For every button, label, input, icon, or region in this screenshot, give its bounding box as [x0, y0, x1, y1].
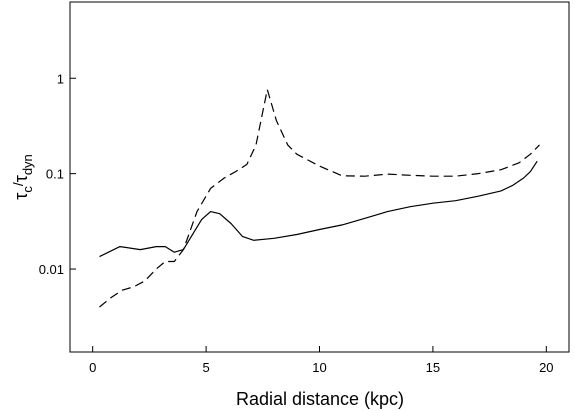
- y-label-denominator: τ: [11, 175, 31, 182]
- y-label-slash: /: [10, 182, 26, 186]
- y-label-denominator-sub: dyn: [20, 154, 35, 175]
- y-tick-label: 0.1: [46, 167, 64, 182]
- series-layer: [99, 89, 540, 308]
- x-axis-ticks: 0 5 10 15 20: [89, 346, 554, 375]
- x-tick-label: 0: [89, 360, 96, 375]
- y-label-numerator: τ: [11, 193, 31, 200]
- x-tick-label: 5: [202, 360, 209, 375]
- x-tick-label: 15: [426, 360, 440, 375]
- x-tick-label: 20: [539, 360, 553, 375]
- y-axis-ticks: 0.01 0.1 1: [39, 71, 76, 277]
- plot-frame: [69, 1, 570, 353]
- x-tick-label: 10: [312, 360, 326, 375]
- y-tick-label: 0.01: [39, 262, 64, 277]
- y-tick-label: 1: [57, 71, 64, 86]
- y-axis-title: τc/τdyn: [10, 154, 35, 200]
- x-axis-title: Radial distance (kpc): [236, 389, 404, 409]
- series-line-solid: [99, 160, 538, 258]
- series-line-dashed: [99, 89, 540, 308]
- y-label-numerator-sub: c: [20, 186, 35, 193]
- svg-text:τc/τdyn: τc/τdyn: [10, 154, 35, 200]
